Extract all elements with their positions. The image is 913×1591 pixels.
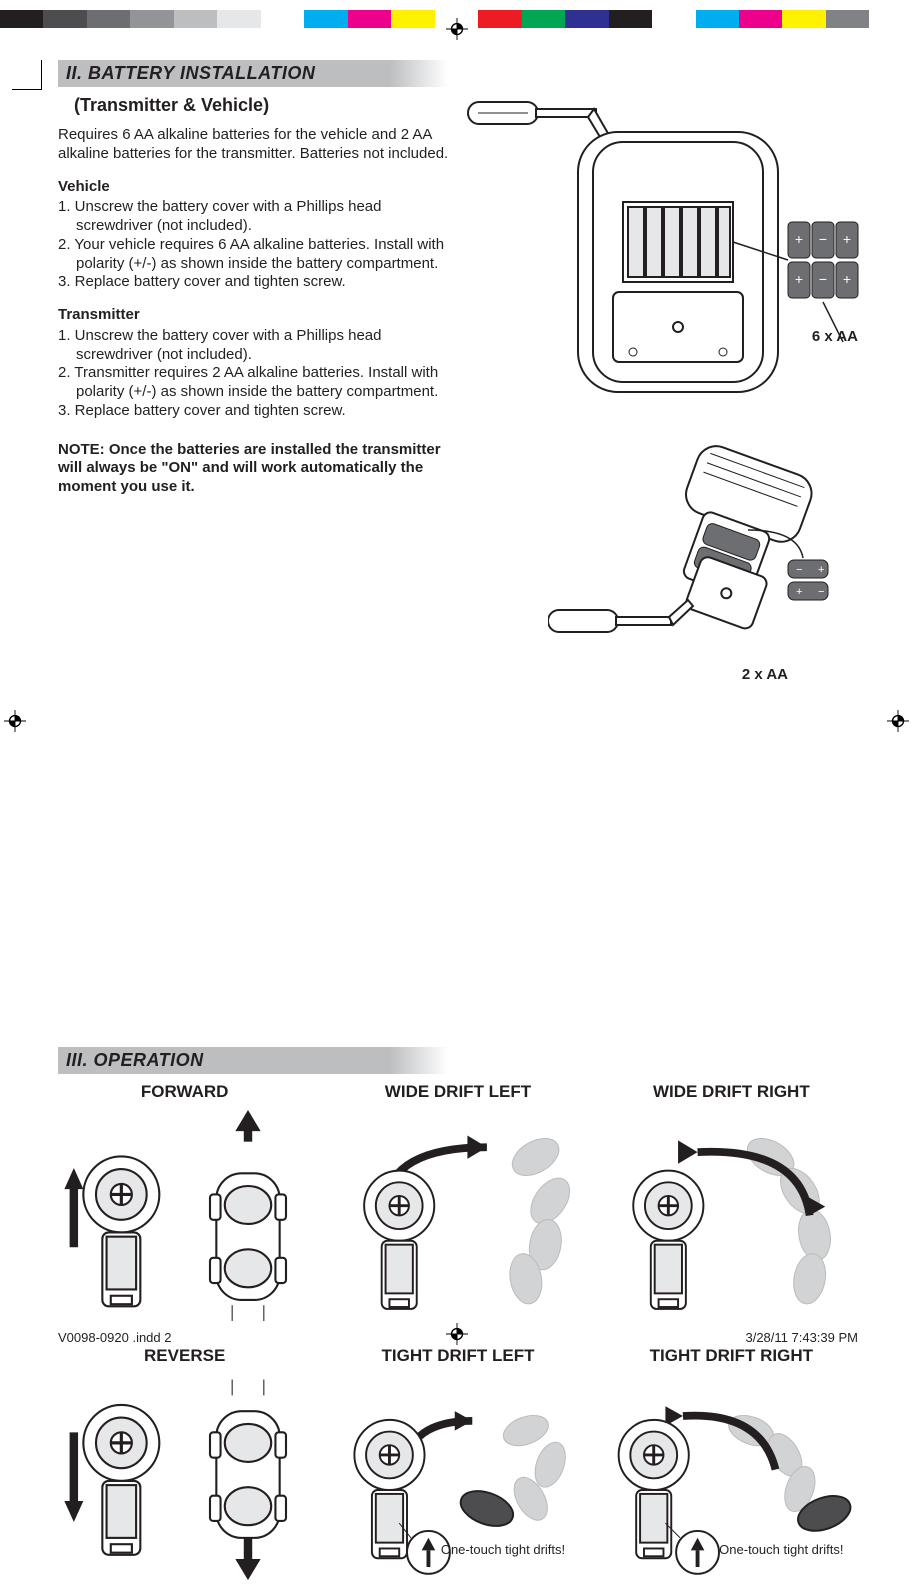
svg-text:+: + [795, 231, 803, 247]
registration-mark-icon [4, 710, 26, 732]
section-heading-battery: II. BATTERY INSTALLATION [58, 60, 448, 87]
print-footer: V0098-0920 .indd 2 3/28/11 7:43:39 PM [58, 1330, 858, 1345]
registration-mark-icon [887, 710, 909, 732]
transmitter-step: 2. Transmitter requires 2 AA alkaline ba… [58, 364, 458, 402]
op-tight-drift-right: TIGHT DRIFT RIGHT [605, 1346, 858, 1580]
footer-datetime: 3/28/11 7:43:39 PM [745, 1330, 858, 1345]
section-heading-text: III. OPERATION [66, 1050, 204, 1070]
op-title: FORWARD [58, 1082, 311, 1102]
note-text: NOTE: Once the batteries are installed t… [58, 441, 458, 497]
svg-text:−: − [796, 564, 802, 576]
section-heading-operation: III. OPERATION [58, 1047, 448, 1074]
footer-file: V0098-0920 .indd 2 [58, 1330, 171, 1345]
svg-text:−: − [819, 231, 827, 247]
svg-text:+: + [818, 564, 824, 576]
intro-paragraph: Requires 6 AA alkaline batteries for the… [58, 126, 458, 164]
transmitter-heading: Transmitter [58, 306, 458, 325]
battery-count-6: 6 x AA [812, 328, 858, 345]
op-title: WIDE DRIFT LEFT [331, 1082, 584, 1102]
svg-text:+: + [843, 271, 851, 287]
svg-text:+: + [796, 586, 802, 598]
svg-text:+: + [843, 231, 851, 247]
section-heading-text: II. BATTERY INSTALLATION [66, 63, 315, 83]
op-figure [605, 1116, 858, 1316]
op-figure [58, 1380, 311, 1580]
transmitter-step: 3. Replace battery cover and tighten scr… [58, 402, 458, 421]
one-touch-caption: One-touch tight drifts! [705, 1542, 858, 1557]
vehicle-step: 3. Replace battery cover and tighten scr… [58, 273, 458, 292]
one-touch-caption: One-touch tight drifts! [421, 1542, 584, 1557]
op-reverse: REVERSE [58, 1346, 311, 1580]
crop-mark [12, 60, 42, 90]
svg-text:−: − [819, 271, 827, 287]
registration-mark-icon [446, 18, 468, 40]
op-figure [58, 1116, 311, 1316]
svg-text:+: + [795, 271, 803, 287]
transmitter-step: 1. Unscrew the battery cover with a Phil… [58, 327, 458, 365]
transmitter-block: Transmitter 1. Unscrew the battery cover… [58, 306, 458, 421]
operation-section: III. OPERATION FORWARD [58, 1047, 858, 1580]
vehicle-block: Vehicle 1. Unscrew the battery cover wit… [58, 178, 458, 293]
op-figure [331, 1116, 584, 1316]
transmitter-battery-illustration: − + + − [548, 440, 848, 670]
op-wide-drift-right: WIDE DRIFT RIGHT [605, 1082, 858, 1316]
battery-count-2: 2 x AA [742, 666, 788, 683]
op-title: WIDE DRIFT RIGHT [605, 1082, 858, 1102]
op-wide-drift-left: WIDE DRIFT LEFT [331, 1082, 584, 1316]
vehicle-step: 2. Your vehicle requires 6 AA alkaline b… [58, 236, 458, 274]
vehicle-step: 1. Unscrew the battery cover with a Phil… [58, 198, 458, 236]
op-tight-drift-left: TIGHT DRIFT LEFT [331, 1346, 584, 1580]
vehicle-battery-illustration: + − + + − + [458, 82, 878, 422]
svg-text:−: − [818, 586, 824, 598]
page-content: II. BATTERY INSTALLATION (Transmitter & … [58, 60, 858, 1580]
vehicle-heading: Vehicle [58, 178, 458, 197]
op-forward: FORWARD [58, 1082, 311, 1316]
